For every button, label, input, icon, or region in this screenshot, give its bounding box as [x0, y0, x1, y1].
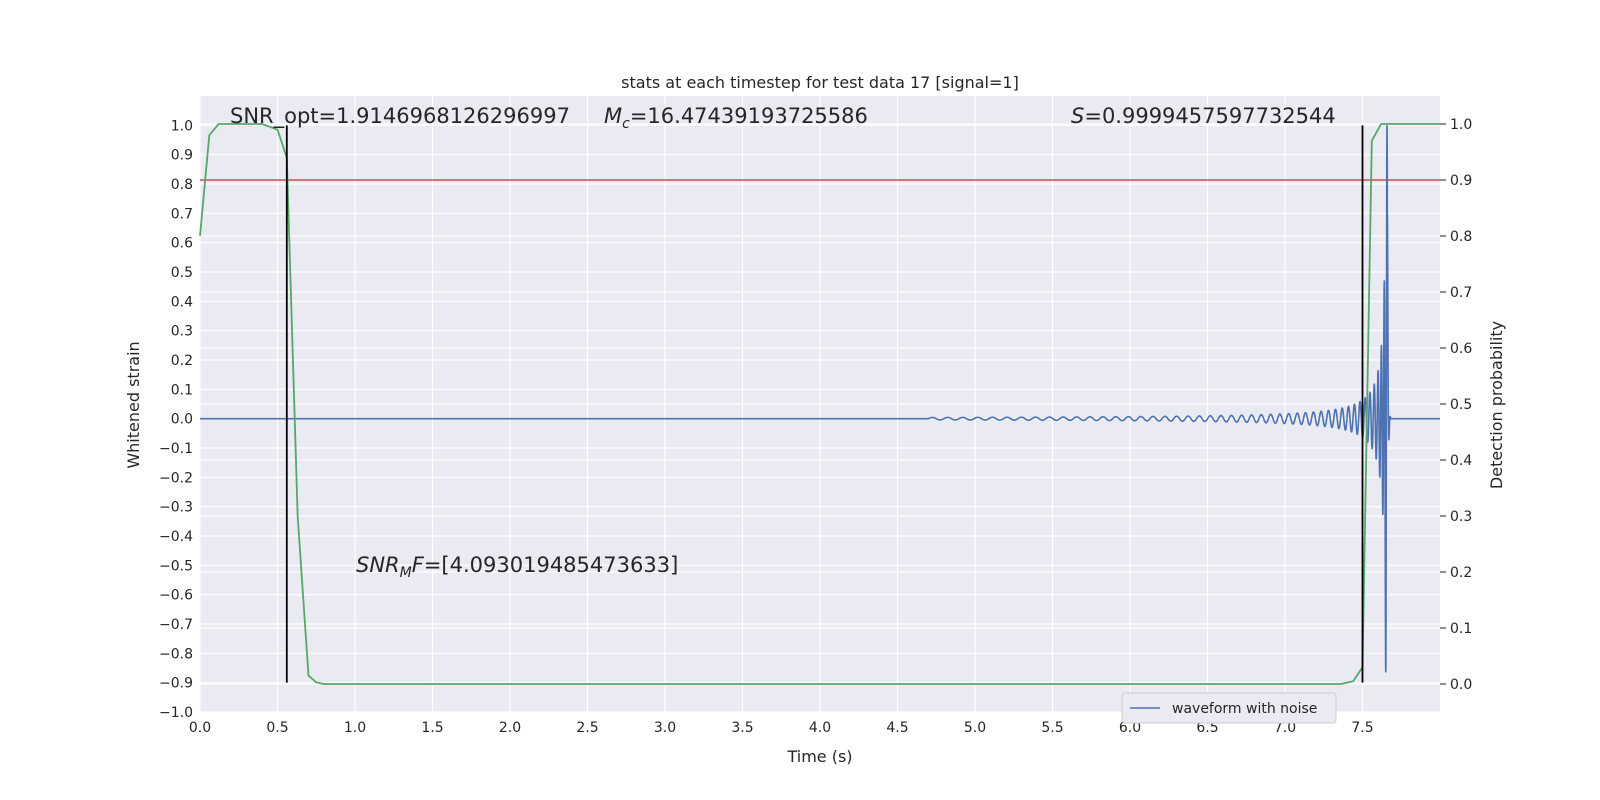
x-tick-label: 7.0 — [1274, 720, 1296, 736]
x-tick-label: 4.0 — [809, 720, 831, 736]
y-axis-label: Whitened strain — [124, 341, 143, 468]
annotation-snr-mf: SNRMF=[4.093019485473633] — [356, 553, 678, 581]
snr-mf-f: F — [412, 553, 425, 577]
y2-tick-label: 1.0 — [1450, 117, 1472, 133]
x-tick-label: 0.0 — [189, 720, 211, 736]
y2-tick-label: 0.8 — [1450, 229, 1472, 245]
y-tick-label: −1.0 — [159, 705, 193, 721]
y2-axis-ticks: 1.0 0.9 0.8 0.7 0.6 0.5 0.4 0.3 0.2 0.1 0.0 — [1440, 117, 1472, 693]
x-tick-label: 6.5 — [1196, 720, 1218, 736]
y2-tick-label: 0.2 — [1450, 565, 1472, 581]
y-tick-label: 0.7 — [171, 206, 193, 222]
y2-tick-label: 0.1 — [1450, 621, 1472, 637]
x-tick-label: 7.5 — [1351, 720, 1373, 736]
snr-mf-value: =[4.093019485473633] — [424, 553, 678, 577]
x-tick-label: 2.5 — [576, 720, 598, 736]
series-detection-probability-line — [199, 123, 1440, 685]
y-tick-label: −0.3 — [159, 500, 193, 516]
y-tick-label: −0.5 — [159, 558, 193, 574]
series-waveform-line — [200, 124, 1440, 673]
y-tick-label: −0.2 — [159, 470, 193, 486]
y2-tick-label: 0.0 — [1450, 677, 1472, 693]
y2-tick-label: 0.3 — [1450, 509, 1472, 525]
x-tick-label: 5.0 — [964, 720, 986, 736]
snr-mf-subscript: M — [400, 565, 412, 581]
y-tick-label: 0.2 — [171, 353, 193, 369]
x-tick-label: 5.5 — [1041, 720, 1063, 736]
y2-tick-label: 0.7 — [1450, 285, 1472, 301]
score-value: =0.9999457597732544 — [1084, 104, 1335, 128]
score-symbol: S — [1071, 104, 1084, 128]
y2-axis-label: Detection probability — [1487, 321, 1506, 489]
y-tick-label: −0.4 — [159, 529, 193, 545]
y2-tick-label: 0.5 — [1450, 397, 1472, 413]
y-tick-label: 0.8 — [171, 177, 193, 193]
x-tick-label: 4.5 — [886, 720, 908, 736]
y-tick-label: −0.1 — [159, 441, 193, 457]
legend-label-waveform: waveform with noise — [1172, 701, 1317, 717]
x-tick-label: 3.0 — [654, 720, 676, 736]
x-axis-label: Time (s) — [786, 747, 852, 766]
x-tick-label: 6.0 — [1119, 720, 1141, 736]
x-tick-label: 2.0 — [499, 720, 521, 736]
chirp-mass-symbol: M — [604, 104, 622, 128]
x-axis-ticks: 0.0 0.5 1.0 1.5 2.0 2.5 3.0 3.5 4.0 4.5 5.0 5.5 6.0 6… — [189, 720, 1374, 736]
y-tick-label: 0.0 — [171, 412, 193, 428]
annotation-chirp-mass: Mc=16.47439193725586 — [604, 104, 868, 132]
chart-title: stats at each timestep for test data 17 … — [621, 73, 1019, 92]
y-tick-label: 0.4 — [171, 294, 193, 310]
chirp-mass-value: =16.47439193725586 — [630, 104, 868, 128]
y-tick-label: 1.0 — [171, 118, 193, 134]
annotation-score: S=0.9999457597732544 — [1071, 104, 1336, 128]
x-tick-label: 0.5 — [266, 720, 288, 736]
y-tick-label: 0.1 — [171, 382, 193, 398]
x-tick-label: 1.0 — [344, 720, 366, 736]
y-tick-label: 0.5 — [171, 265, 193, 281]
legend-box — [1121, 692, 1337, 724]
y-axis-ticks: 1.0 0.9 0.8 0.7 0.6 0.5 0.4 0.3 0.2 0.1 0.0 −0.1 −0.… — [159, 118, 193, 721]
y2-tick-label: 0.4 — [1450, 453, 1472, 469]
y-tick-label: −0.6 — [159, 588, 193, 604]
annotation-snr-opt: SNR_opt=1.9146968126296997 — [230, 104, 570, 129]
y2-tick-label: 0.9 — [1450, 173, 1472, 189]
y-tick-label: 0.6 — [171, 236, 193, 252]
y-tick-label: −0.7 — [159, 617, 193, 633]
y-tick-label: −0.9 — [159, 676, 193, 692]
x-tick-label: 3.5 — [731, 720, 753, 736]
y-tick-label: −0.8 — [159, 646, 193, 662]
x-tick-label: 1.5 — [421, 720, 443, 736]
chirp-mass-subscript: c — [622, 116, 630, 132]
plot-marks — [199, 123, 1440, 685]
snr-mf-symbol: SNR — [356, 553, 400, 577]
legend: waveform with noise — [1121, 692, 1337, 724]
y-tick-label: 0.9 — [171, 148, 193, 164]
y2-tick-label: 0.6 — [1450, 341, 1472, 357]
y-tick-label: 0.3 — [171, 324, 193, 340]
